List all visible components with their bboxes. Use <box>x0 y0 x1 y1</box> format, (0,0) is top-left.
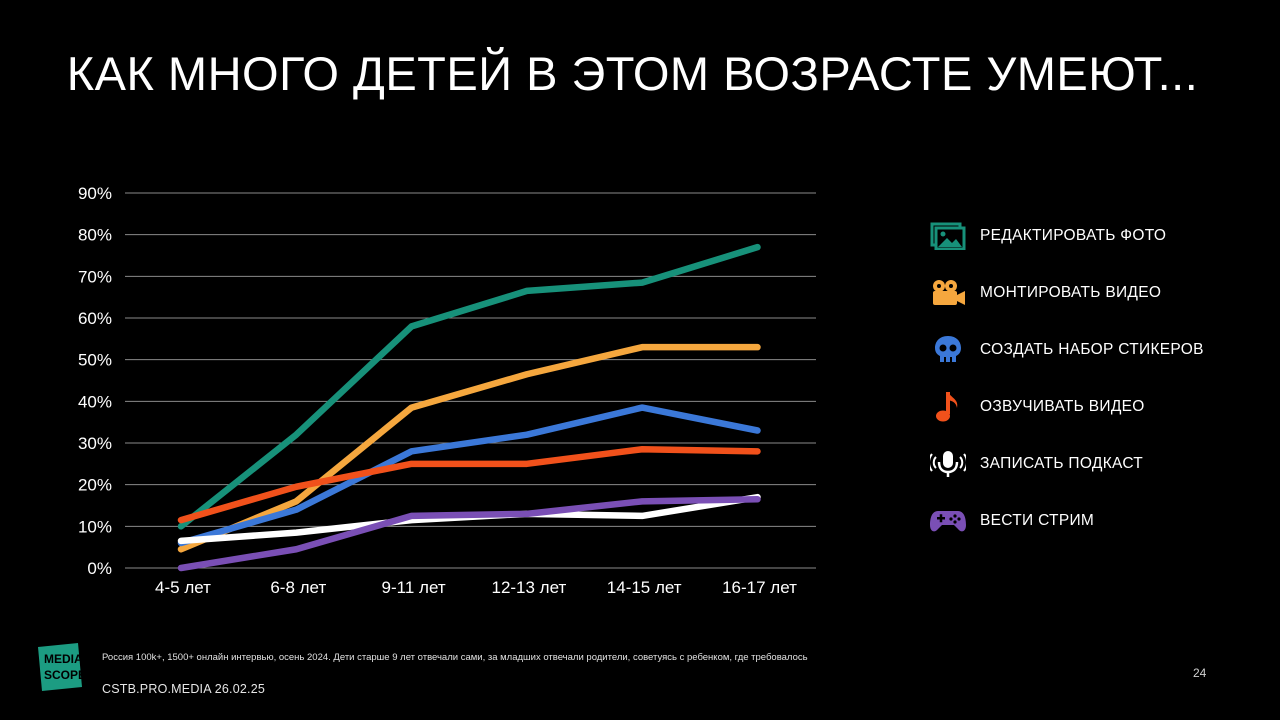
legend-item-voiceover: ОЗВУЧИВАТЬ ВИДЕО <box>928 387 1228 427</box>
page-title: КАК МНОГО ДЕТЕЙ В ЭТОМ ВОЗРАСТЕ УМЕЮТ... <box>66 47 1199 100</box>
chart-grid <box>125 192 816 569</box>
legend-item-video-edit: МОНТИРОВАТЬ ВИДЕО <box>928 273 1228 313</box>
series-line-1 <box>177 343 761 553</box>
photo-edit-icon <box>928 216 968 256</box>
y-tick-label: 70% <box>78 267 112 286</box>
mediascope-logo: MEDIA SCOPE <box>38 643 86 691</box>
music-note-icon <box>928 387 968 427</box>
video-camera-icon <box>928 273 968 313</box>
series-line-3 <box>177 446 761 524</box>
y-tick-label: 60% <box>78 309 112 328</box>
legend-label: РЕДАКТИРОВАТЬ ФОТО <box>980 227 1167 244</box>
legend-item-stream: ВЕСТИ СТРИМ <box>928 501 1228 541</box>
microphone-icon <box>928 444 968 484</box>
legend-label: СОЗДАТЬ НАБОР СТИКЕРОВ <box>980 341 1204 358</box>
legend-label: ОЗВУЧИВАТЬ ВИДЕО <box>980 398 1145 415</box>
y-tick-label: 80% <box>78 226 112 245</box>
y-tick-label: 40% <box>78 392 112 411</box>
y-tick-label: 30% <box>78 434 112 453</box>
y-tick-label: 20% <box>78 476 112 495</box>
source-credit: CSTB.PRO.MEDIA 26.02.25 <box>102 682 265 696</box>
footnote: Россия 100k+, 1500+ онлайн интервью, осе… <box>102 652 808 663</box>
legend-item-photo-edit: РЕДАКТИРОВАТЬ ФОТО <box>928 216 1228 256</box>
x-tick-label: 6-8 лет <box>270 578 326 597</box>
y-tick-label: 10% <box>78 517 112 536</box>
x-tick-label: 16-17 лет <box>722 578 797 597</box>
x-tick-label: 4-5 лет <box>155 578 211 597</box>
x-tick-label: 14-15 лет <box>607 578 682 597</box>
x-axis-ticks: 4-5 лет 6-8 лет 9-11 лет 12-13 лет 14-15 лет… <box>155 578 797 597</box>
legend-label: ЗАПИСАТЬ ПОДКАСТ <box>980 455 1144 472</box>
y-tick-label: 90% <box>78 184 112 203</box>
series-line-2 <box>177 404 761 547</box>
legend-item-podcast: ЗАПИСАТЬ ПОДКАСТ <box>928 444 1228 484</box>
svg-text:MEDIA: MEDIA <box>44 652 82 666</box>
series-line-5 <box>177 496 761 572</box>
y-tick-label: 50% <box>78 351 112 370</box>
series-line-0 <box>177 243 761 530</box>
legend-label: ВЕСТИ СТРИМ <box>980 512 1095 529</box>
page-number: 24 <box>1193 666 1207 680</box>
legend-item-stickers: СОЗДАТЬ НАБОР СТИКЕРОВ <box>928 330 1228 370</box>
legend-label: МОНТИРОВАТЬ ВИДЕО <box>980 284 1162 301</box>
skull-icon <box>928 330 968 370</box>
x-tick-label: 9-11 лет <box>382 578 446 597</box>
y-tick-label: 0% <box>87 559 112 578</box>
svg-text:SCOPE: SCOPE <box>44 668 82 682</box>
x-tick-label: 12-13 лет <box>491 578 566 597</box>
y-axis-ticks: 0% 10% 20% 30% 40% 50% 60% 70% 80% 90% <box>78 184 112 578</box>
chart-series <box>177 243 761 572</box>
gamepad-icon <box>928 501 968 541</box>
